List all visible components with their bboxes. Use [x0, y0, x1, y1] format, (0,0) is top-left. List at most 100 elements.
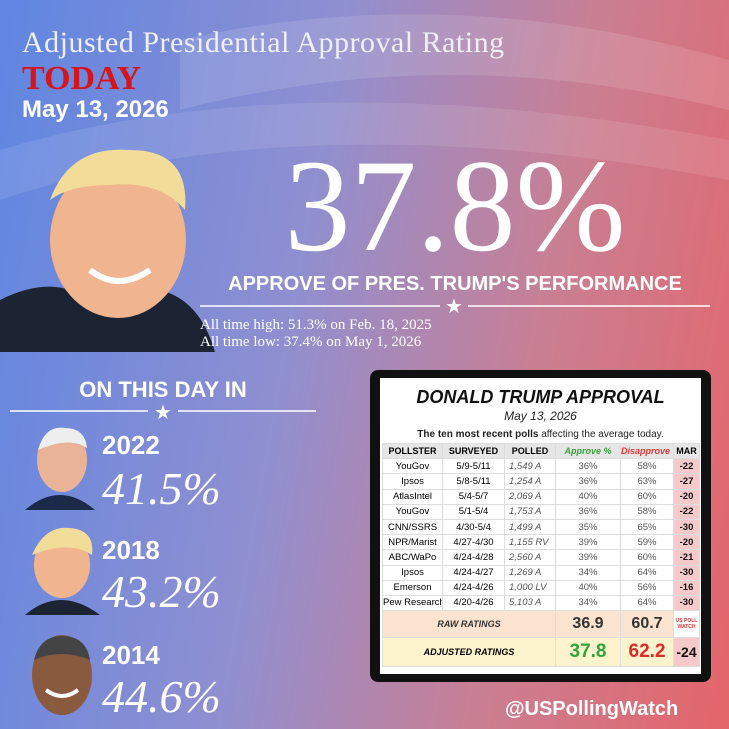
adjusted-margin: -24 [673, 637, 700, 668]
poll-row: Pew Research 4/20-4/26 5,103 A 34% 64% -30 [382, 594, 700, 612]
cell: 39% [555, 549, 621, 566]
cell: 1,499 A [504, 518, 556, 536]
cell: 60% [620, 549, 674, 566]
cell: -30 [673, 594, 700, 612]
history-value: 44.6% [102, 671, 221, 722]
poll-row: Ipsos 5/8-5/11 1,254 A 36% 63% -27 [382, 473, 700, 490]
column-header: SURVEYED [442, 442, 505, 460]
portrait [25, 427, 95, 510]
adjusted-approve: 37.8 [555, 637, 621, 668]
all-time-high: All time high: 51.3% on Feb. 18, 2025 [200, 317, 432, 333]
portrait [32, 635, 92, 715]
cell: NPR/Marist [382, 534, 443, 551]
subtitle-rest: affecting the average today. [538, 429, 664, 440]
history-value: 41.5% [102, 463, 221, 514]
raw-disapprove: 60.7 [620, 610, 674, 639]
poll-row: YouGov 5/9-5/11 1,549 A 36% 58% -22 [382, 458, 700, 475]
cell: 5/9-5/11 [442, 458, 505, 475]
cell: YouGov [382, 458, 443, 475]
raw-label: RAW RATINGS [382, 610, 556, 639]
cell: 64% [620, 594, 674, 612]
column-header: POLLED [504, 442, 556, 460]
table-date: May 13, 2026 [504, 409, 577, 423]
cell: 4/24-4/28 [442, 549, 505, 566]
cell: 1,254 A [504, 473, 556, 490]
cell: 4/24-4/27 [442, 564, 505, 581]
subtitle-bold: The ten most recent polls [417, 429, 539, 440]
cell: 59% [620, 534, 674, 551]
date: May 13, 2026 [22, 96, 169, 123]
history-year: 2014 [102, 640, 160, 670]
raw-row: RAW RATINGS 36.9 60.7 US POLL WATCH [382, 610, 700, 639]
cell: 64% [620, 564, 674, 581]
today: TODAY [22, 60, 142, 97]
badge: US POLL WATCH [673, 610, 700, 639]
adjusted-label: ADJUSTED RATINGS [382, 637, 556, 668]
cell: 1,155 RV [504, 534, 556, 551]
cell: -30 [673, 518, 700, 536]
caption: APPROVE OF PRES. TRUMP'S PERFORMANCE [228, 273, 682, 295]
cell: 4/24-4/26 [442, 579, 505, 596]
column-header: POLLSTER [382, 442, 443, 460]
cell: -20 [673, 488, 700, 505]
all-time-low: All time low: 37.4% on May 1, 2026 [200, 334, 422, 350]
cell: 58% [620, 503, 674, 520]
flag-stripe [180, 14, 729, 110]
cell: -30 [673, 564, 700, 581]
cell: Emerson [382, 579, 443, 596]
history-value: 43.2% [102, 566, 221, 617]
adjusted-row: ADJUSTED RATINGS 37.8 62.2 -24 [382, 637, 700, 668]
flag-stripe [0, 102, 729, 200]
cell: 5/1-5/4 [442, 503, 505, 520]
raw-approve: 36.9 [555, 610, 621, 639]
portrait [25, 527, 100, 615]
cell: 40% [555, 488, 621, 505]
cell: 1,269 A [504, 564, 556, 581]
cell: 40% [555, 579, 621, 596]
table-subtitle: The ten most recent polls affecting the … [380, 429, 701, 440]
cell: 1,000 LV [504, 579, 556, 596]
approval-value: 37.8% [284, 132, 626, 279]
poll-row: NPR/Marist 4/27-4/30 1,155 RV 39% 59% -20 [382, 534, 700, 551]
poll-row: Ipsos 4/24-4/27 1,269 A 34% 64% -30 [382, 564, 700, 581]
cell: 5,103 A [504, 594, 556, 612]
history-year: 2022 [102, 430, 160, 460]
star: ★ [154, 402, 172, 424]
column-header: Approve % [555, 442, 621, 460]
poll-row: YouGov 5/1-5/4 1,753 A 36% 58% -22 [382, 503, 700, 520]
poll-row: CNN/SSRS 4/30-5/4 1,499 A 35% 65% -30 [382, 518, 700, 536]
cell: -16 [673, 579, 700, 596]
cell: AtlasIntel [382, 488, 443, 505]
cell: 36% [555, 473, 621, 490]
cell: -20 [673, 534, 700, 551]
cell: 60% [620, 488, 674, 505]
column-header: MAR [673, 442, 700, 460]
cell: ABC/WaPo [382, 549, 443, 566]
cell: -21 [673, 549, 700, 566]
cell: -22 [673, 503, 700, 520]
header-row: POLLSTER SURVEYED POLLED Approve % Disapprov… [382, 442, 700, 460]
handle: @USPollingWatch [505, 698, 679, 720]
column-header: Disapprove % [620, 442, 674, 460]
cell: 5/8-5/11 [442, 473, 505, 490]
cell: 4/27-4/30 [442, 534, 505, 551]
history-heading: ON THIS DAY IN [79, 377, 247, 402]
cell: 34% [555, 564, 621, 581]
cell: 1,753 A [504, 503, 556, 520]
star: ★ [445, 296, 463, 318]
cell: 63% [620, 473, 674, 490]
cell: 65% [620, 518, 674, 536]
cell: Pew Research [382, 594, 443, 612]
cell: -22 [673, 458, 700, 475]
cell: 36% [555, 503, 621, 520]
cell: -27 [673, 473, 700, 490]
poll-row: Emerson 4/24-4/26 1,000 LV 40% 56% -16 [382, 579, 700, 596]
cell: 5/4-5/7 [442, 488, 505, 505]
cell: 1,549 A [504, 458, 556, 475]
title: Adjusted Presidential Approval Rating [22, 26, 505, 59]
poll-row: ABC/WaPo 4/24-4/28 2,560 A 39% 60% -21 [382, 549, 700, 566]
cell: Ipsos [382, 564, 443, 581]
cell: Ipsos [382, 473, 443, 490]
